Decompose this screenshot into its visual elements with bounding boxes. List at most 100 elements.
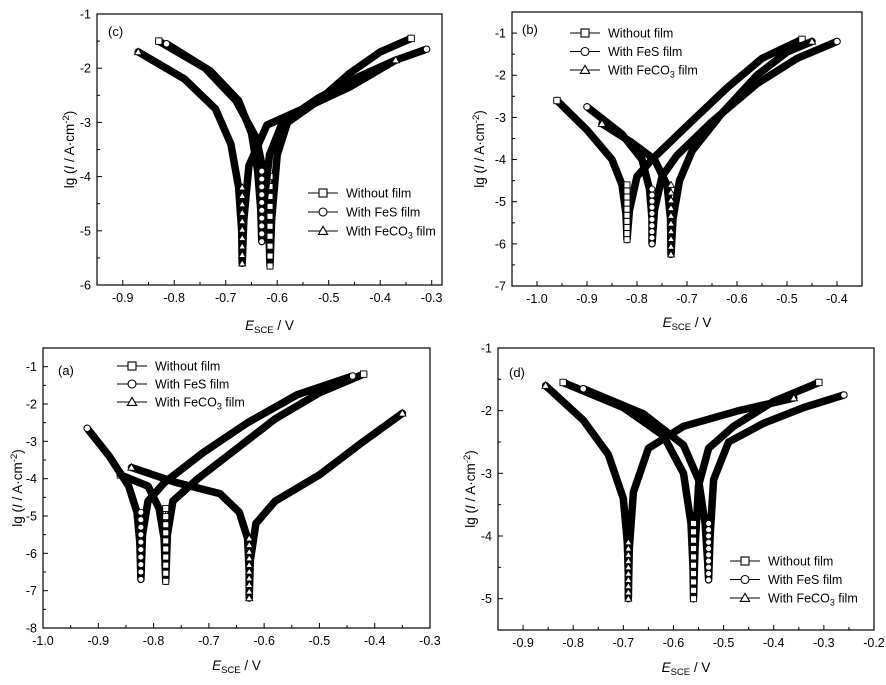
chart-panel-c: -0.9 -0.8 -0.7 -0.6 -0.5 -0.4 -0.3 -6 -5 -4 -3 -2 -1…	[61, 8, 443, 336]
data-point-marker	[648, 234, 656, 242]
legend-label: Without film	[155, 360, 220, 374]
series-line	[162, 40, 431, 246]
series-circle	[579, 384, 848, 584]
data-point-marker	[553, 96, 561, 105]
x-tick-label: -0.7	[215, 291, 237, 305]
x-tick-label: -0.4	[369, 291, 391, 305]
data-point-marker	[162, 577, 170, 585]
data-point-marker	[623, 205, 631, 213]
y-axis-label-sup: -2	[471, 115, 482, 123]
data-point-marker	[690, 570, 697, 578]
data-point-marker	[624, 537, 633, 546]
data-point-marker	[690, 520, 697, 527]
legend-label: Without film	[346, 187, 411, 201]
data-point-marker	[624, 594, 633, 602]
y-axis-label-mid: / A·cm	[463, 463, 478, 505]
legend-label-text: With FeS film	[155, 378, 229, 392]
legend-label-after: film	[222, 396, 245, 410]
panel-label: (b)	[522, 22, 538, 37]
data-point-marker	[244, 534, 254, 542]
data-point-marker	[690, 578, 697, 586]
data-point-marker	[648, 228, 656, 236]
data-point-marker	[258, 238, 266, 246]
legend-label-sub: 3	[408, 231, 413, 241]
y-tick-label: -3	[481, 467, 492, 481]
legend-label-text: Without film	[346, 187, 411, 201]
y-tick-label: -6	[495, 237, 506, 251]
legend-label: With FeCO3 film	[155, 396, 245, 412]
legend-marker-circle	[580, 46, 590, 57]
x-axis-label-unit: / V	[274, 318, 294, 333]
y-axis-label: lg (I / A·cm-2)	[61, 111, 77, 189]
data-point-marker	[244, 587, 254, 595]
data-point-marker	[840, 391, 848, 399]
data-point-marker	[623, 211, 631, 219]
legend-marker-circle	[318, 207, 328, 217]
data-point-marker	[237, 225, 247, 233]
panel-label: (d)	[509, 365, 525, 380]
x-tick-label: -0.4	[826, 292, 848, 306]
x-tick-label: -0.8	[163, 291, 185, 305]
data-point-marker	[624, 562, 633, 571]
data-point-marker	[162, 513, 170, 521]
y-axis-label-prefix: lg (	[10, 507, 25, 526]
legend-marker-square	[580, 28, 590, 38]
legend-label-after: film	[835, 592, 858, 606]
x-tick-label: -0.9	[112, 291, 134, 305]
data-point-marker	[648, 191, 656, 199]
data-point-marker	[162, 537, 170, 545]
data-point-marker	[133, 47, 143, 56]
legend-label: With FeS film	[768, 573, 842, 587]
data-point-marker	[162, 545, 170, 553]
y-tick-label: -2	[80, 62, 91, 76]
legend: Without film With FeS film With FeCO3 film	[730, 555, 858, 608]
legend-marker-square	[318, 188, 328, 198]
x-tick-label: -0.5	[318, 291, 340, 305]
data-point-marker	[258, 199, 266, 206]
y-axis-label-var: I	[10, 504, 25, 508]
x-tick-label: -0.4	[763, 636, 785, 650]
legend-label: Without film	[768, 555, 833, 569]
data-point-marker	[137, 516, 145, 524]
legend-label-sub: 3	[217, 402, 222, 412]
data-point-marker	[258, 206, 266, 214]
y-tick-label: -4	[26, 472, 37, 486]
y-tick-label: -1	[26, 360, 37, 374]
panel-label: (c)	[108, 24, 123, 39]
legend-label-text: With FeCO	[768, 592, 830, 606]
data-point-marker	[690, 553, 697, 561]
data-point-marker	[705, 551, 713, 559]
x-axis-label-var: E	[245, 318, 255, 333]
data-point-marker	[648, 216, 656, 223]
y-tick-label: -3	[495, 111, 506, 125]
data-point-marker	[266, 262, 274, 270]
x-tick-label: -0.6	[266, 291, 288, 305]
y-tick-label: -7	[26, 584, 37, 598]
data-point-marker	[690, 561, 697, 569]
legend-label-text: With FeCO	[346, 225, 408, 239]
legend-label-after: film	[675, 64, 698, 78]
legend-label-text: With FeS film	[608, 45, 682, 59]
y-axis-label-sup: -2	[462, 455, 473, 463]
data-point-marker	[360, 370, 368, 378]
data-point-marker	[391, 55, 401, 64]
y-tick-label: -1	[80, 8, 91, 22]
legend-label: With FeS film	[346, 206, 420, 220]
data-point-marker	[137, 568, 145, 576]
y-axis-label-prefix: lg (	[62, 169, 77, 188]
data-point-marker	[666, 226, 676, 235]
y-tick-label: -1	[481, 342, 492, 356]
data-point-marker	[237, 199, 247, 208]
data-point-marker	[789, 393, 799, 402]
y-tick-label: -2	[481, 404, 492, 418]
data-point-marker	[690, 586, 697, 594]
data-point-marker	[579, 385, 587, 393]
legend-marker-square	[740, 556, 750, 566]
x-tick-label: -0.5	[776, 292, 798, 306]
data-point-marker	[690, 595, 697, 603]
y-tick-label: -6	[80, 279, 91, 293]
data-point-marker	[705, 526, 713, 534]
data-point-marker	[623, 217, 631, 225]
legend-label: With FeCO3 film	[608, 64, 698, 80]
y-axis-label-sup: -2	[61, 115, 72, 123]
